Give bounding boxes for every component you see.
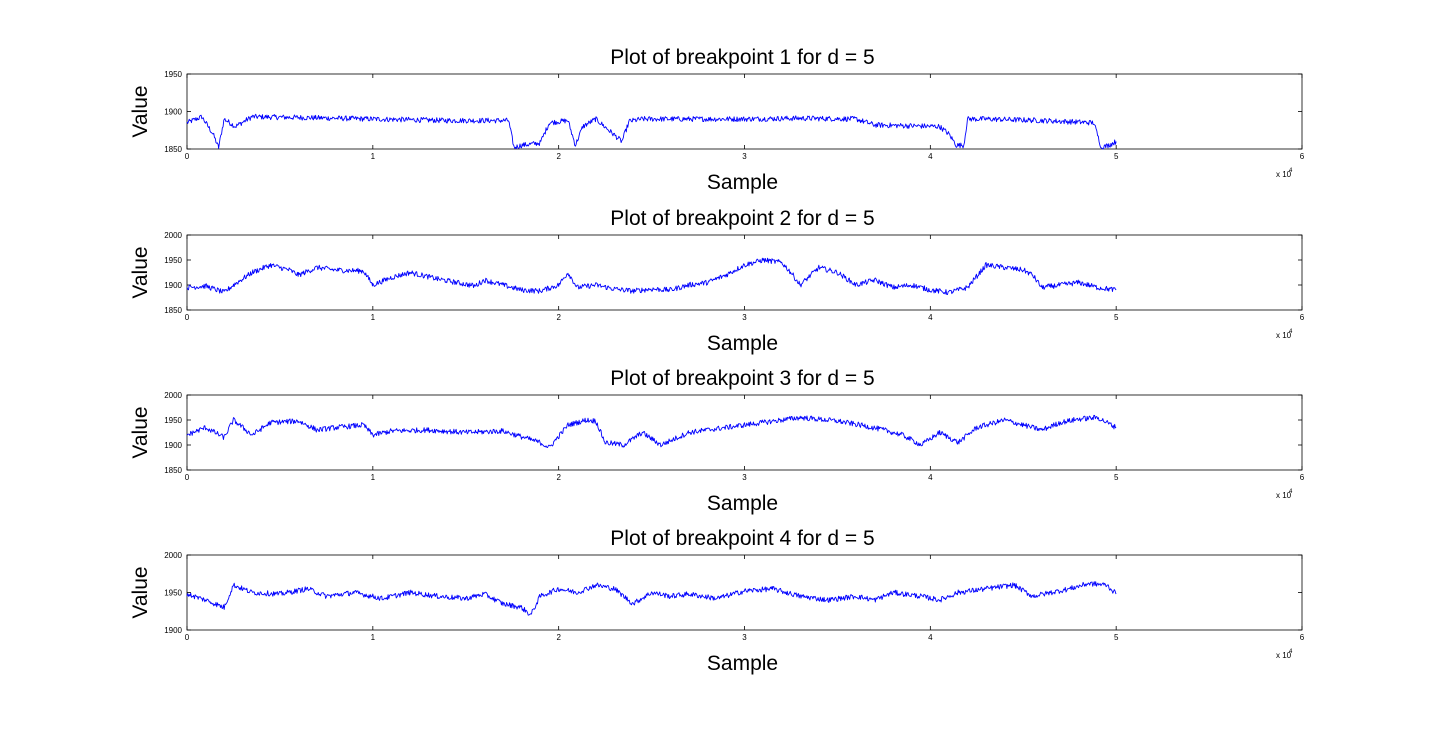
x-axis-label: Sample xyxy=(707,171,778,194)
x-tick-label: 5 xyxy=(1114,473,1119,482)
axes-box xyxy=(186,73,1303,150)
y-tick-label: 1950 xyxy=(164,70,182,79)
series-line-1 xyxy=(186,257,1117,296)
subplot-2: Plot of breakpoint 2 for d = 5 0 1 2 3 4 5 6 x 1… xyxy=(129,207,1305,355)
x-tick-label: 6 xyxy=(1300,152,1305,161)
chart-title: Plot of breakpoint 3 for d = 5 xyxy=(610,367,874,390)
y-axis-label: Value xyxy=(129,566,152,618)
x-tick-label: 2 xyxy=(556,473,561,482)
x-tick-label: 2 xyxy=(556,152,561,161)
x-exponent: 4 xyxy=(1289,489,1293,495)
subplot-4: Plot of breakpoint 4 for d = 5 0 1 2 3 4 5 6 x 1… xyxy=(129,527,1305,675)
subplot-1: Plot of breakpoint 1 for d = 5 0 1 2 3 4 5 6 x 1… xyxy=(129,46,1305,194)
x-multiplier: x 10 xyxy=(1276,651,1292,660)
x-multiplier: x 10 xyxy=(1276,331,1292,340)
y-tick-label: 1900 xyxy=(164,281,182,290)
x-tick-label: 5 xyxy=(1114,633,1119,642)
series-line-1 xyxy=(186,414,1117,449)
y-tick-label: 1900 xyxy=(164,441,182,450)
subplot-3: Plot of breakpoint 3 for d = 5 0 1 2 3 4 5 6 x 1… xyxy=(129,367,1305,515)
chart-title: Plot of breakpoint 1 for d = 5 xyxy=(610,46,874,69)
y-tick-label: 2000 xyxy=(164,391,182,400)
y-tick-label: 2000 xyxy=(164,551,182,560)
x-tick-label: 3 xyxy=(742,473,747,482)
y-tick-label: 1900 xyxy=(164,626,182,635)
y-axis-label: Value xyxy=(129,85,152,137)
y-tick-label: 1950 xyxy=(164,589,182,598)
x-tick-label: 3 xyxy=(742,313,747,322)
x-tick-label: 1 xyxy=(371,473,376,482)
x-tick-label: 4 xyxy=(928,473,933,482)
x-multiplier: x 10 xyxy=(1276,491,1292,500)
x-axis-label: Sample xyxy=(707,492,778,515)
x-tick-label: 0 xyxy=(185,313,190,322)
x-exponent: 4 xyxy=(1289,168,1293,174)
x-tick-label: 0 xyxy=(185,152,190,161)
series-line-1 xyxy=(186,581,1117,616)
x-tick-label: 6 xyxy=(1300,473,1305,482)
x-tick-label: 0 xyxy=(185,473,190,482)
x-axis-label: Sample xyxy=(707,652,778,675)
x-tick-label: 4 xyxy=(928,152,933,161)
y-axis-label: Value xyxy=(129,406,152,458)
series-line-1 xyxy=(186,113,1117,150)
x-tick-label: 1 xyxy=(371,152,376,161)
x-tick-label: 1 xyxy=(371,633,376,642)
y-tick-label: 2000 xyxy=(164,231,182,240)
x-tick-label: 5 xyxy=(1114,152,1119,161)
y-tick-label: 1950 xyxy=(164,256,182,265)
x-exponent: 4 xyxy=(1289,329,1293,335)
x-tick-label: 0 xyxy=(185,633,190,642)
x-tick-label: 2 xyxy=(556,633,561,642)
chart-title: Plot of breakpoint 4 for d = 5 xyxy=(610,527,874,550)
x-tick-label: 1 xyxy=(371,313,376,322)
x-tick-label: 5 xyxy=(1114,313,1119,322)
x-exponent: 4 xyxy=(1289,649,1293,655)
axes-box xyxy=(186,394,1303,471)
chart-title: Plot of breakpoint 2 for d = 5 xyxy=(610,207,874,230)
y-tick-label: 1950 xyxy=(164,416,182,425)
x-tick-label: 2 xyxy=(556,313,561,322)
x-tick-label: 6 xyxy=(1300,313,1305,322)
y-tick-label: 1850 xyxy=(164,306,182,315)
y-axis-label: Value xyxy=(129,246,152,298)
x-tick-label: 4 xyxy=(928,633,933,642)
y-tick-label: 1850 xyxy=(164,145,182,154)
x-multiplier: x 10 xyxy=(1276,170,1292,179)
y-tick-label: 1900 xyxy=(164,108,182,117)
y-tick-label: 1850 xyxy=(164,466,182,475)
x-tick-label: 3 xyxy=(742,152,747,161)
axes-box xyxy=(186,234,1303,311)
x-tick-label: 4 xyxy=(928,313,933,322)
x-axis-label: Sample xyxy=(707,332,778,355)
x-tick-label: 3 xyxy=(742,633,747,642)
x-tick-label: 6 xyxy=(1300,633,1305,642)
